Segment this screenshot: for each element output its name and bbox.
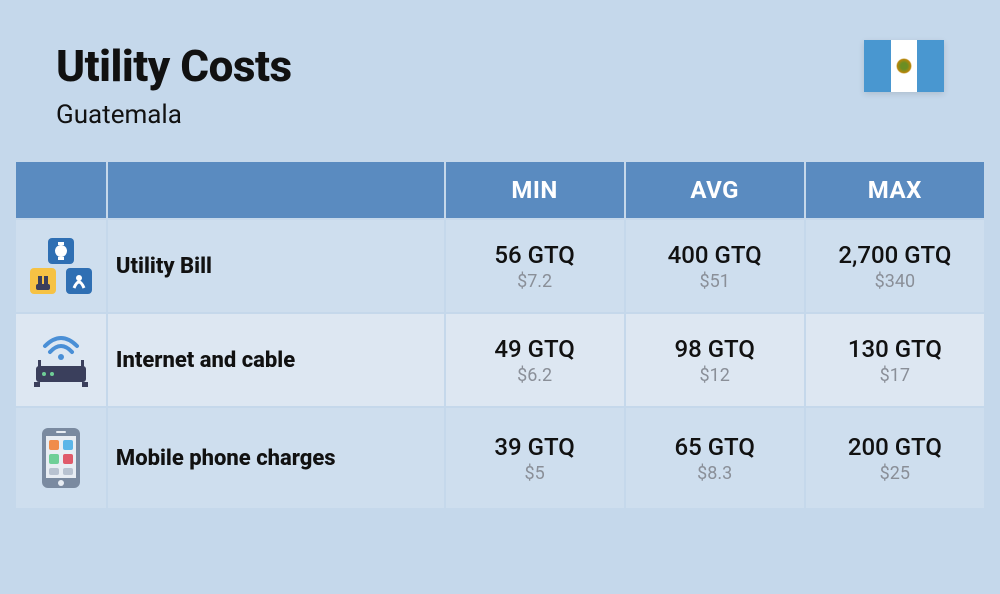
row-icon-cell [16, 220, 106, 312]
page-subtitle: Guatemala [56, 100, 292, 130]
header: Utility Costs Guatemala [0, 0, 1000, 160]
cell-min: 39 GTQ $5 [446, 408, 624, 508]
val-secondary: $8.3 [638, 463, 792, 484]
row-label: Internet and cable [108, 314, 444, 406]
table-row: Internet and cable 49 GTQ $6.2 98 GTQ $1… [16, 314, 984, 406]
page-title: Utility Costs [56, 40, 292, 92]
val-secondary: $12 [638, 365, 792, 386]
val-secondary: $17 [818, 365, 972, 386]
val-primary: 200 GTQ [818, 433, 972, 461]
row-icon-cell [16, 408, 106, 508]
flag-stripe-right [917, 40, 944, 92]
utility-icon [30, 238, 92, 294]
row-label: Utility Bill [108, 220, 444, 312]
cell-avg: 98 GTQ $12 [626, 314, 804, 406]
cell-max: 130 GTQ $17 [806, 314, 984, 406]
row-icon-cell [16, 314, 106, 406]
val-secondary: $6.2 [458, 365, 612, 386]
router-icon [30, 332, 92, 388]
cell-max: 200 GTQ $25 [806, 408, 984, 508]
val-primary: 98 GTQ [638, 335, 792, 363]
th-icon [16, 162, 106, 218]
flag-icon [864, 40, 944, 92]
flag-emblem-icon [896, 58, 912, 74]
val-secondary: $51 [638, 271, 792, 292]
flag-stripe-center [891, 40, 918, 92]
cell-avg: 400 GTQ $51 [626, 220, 804, 312]
phone-icon [40, 426, 82, 490]
val-primary: 400 GTQ [638, 241, 792, 269]
th-min: MIN [446, 162, 624, 218]
th-label [108, 162, 444, 218]
flag-stripe-left [864, 40, 891, 92]
val-secondary: $5 [458, 463, 612, 484]
val-primary: 56 GTQ [458, 241, 612, 269]
table-row: Mobile phone charges 39 GTQ $5 65 GTQ $8… [16, 408, 984, 508]
table-row: Utility Bill 56 GTQ $7.2 400 GTQ $51 2,7… [16, 220, 984, 312]
th-avg: AVG [626, 162, 804, 218]
th-max: MAX [806, 162, 984, 218]
cell-avg: 65 GTQ $8.3 [626, 408, 804, 508]
val-secondary: $340 [818, 271, 972, 292]
cell-max: 2,700 GTQ $340 [806, 220, 984, 312]
val-primary: 65 GTQ [638, 433, 792, 461]
table-header-row: MIN AVG MAX [16, 162, 984, 218]
title-block: Utility Costs Guatemala [56, 40, 292, 130]
cell-min: 56 GTQ $7.2 [446, 220, 624, 312]
row-label: Mobile phone charges [108, 408, 444, 508]
costs-table: MIN AVG MAX U [0, 160, 1000, 510]
val-secondary: $25 [818, 463, 972, 484]
val-primary: 39 GTQ [458, 433, 612, 461]
val-primary: 2,700 GTQ [818, 241, 972, 269]
val-secondary: $7.2 [458, 271, 612, 292]
val-primary: 49 GTQ [458, 335, 612, 363]
val-primary: 130 GTQ [818, 335, 972, 363]
cell-min: 49 GTQ $6.2 [446, 314, 624, 406]
